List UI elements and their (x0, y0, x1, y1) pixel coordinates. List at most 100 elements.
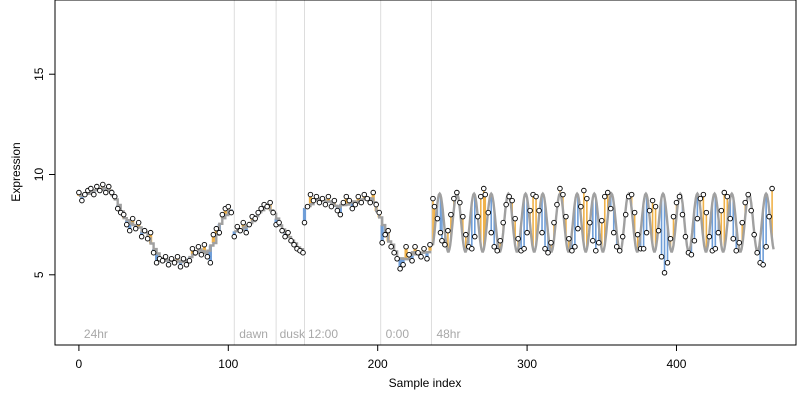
data-point (703, 209, 710, 216)
residual-bar (759, 239, 761, 263)
data-point (524, 229, 530, 236)
residual-bar (154, 253, 159, 263)
residual-bar (586, 198, 588, 250)
data-point (430, 195, 436, 202)
residual-bar (544, 202, 546, 249)
data-point (147, 229, 154, 236)
data-point (135, 219, 142, 226)
y-tick-label: 15 (32, 67, 46, 81)
data-point (100, 181, 106, 188)
data-point (213, 225, 220, 232)
residual-bar (726, 196, 729, 225)
data-point (171, 260, 178, 266)
data-point (412, 243, 418, 250)
data-point (760, 262, 766, 268)
residual-bar (720, 210, 723, 246)
data-point (228, 209, 235, 216)
segment-label: 48hr (436, 327, 460, 341)
residual-bar (660, 197, 663, 257)
data-point (434, 215, 441, 222)
y-tick-label: 10 (32, 168, 46, 182)
data-point (231, 233, 238, 240)
residual-bar (344, 196, 348, 205)
data-point (382, 231, 388, 238)
data-point (138, 233, 145, 240)
data-point (679, 211, 686, 218)
data-point (616, 247, 623, 254)
data-point (481, 185, 487, 192)
residual-bar (244, 225, 248, 233)
data-point (439, 237, 445, 244)
residual-bar (474, 194, 476, 237)
data-point (634, 231, 641, 238)
data-point (718, 207, 725, 214)
data-point (189, 245, 196, 252)
data-point (503, 201, 509, 208)
residual-bar (439, 194, 442, 233)
residual-bar (577, 194, 579, 229)
data-point (631, 209, 638, 216)
residual-bar (735, 224, 738, 251)
data-point (536, 207, 542, 214)
data-point (509, 197, 515, 204)
data-point (587, 219, 593, 226)
data-point (397, 266, 403, 272)
data-point (114, 205, 121, 212)
data-point (605, 189, 611, 196)
residual-bar (514, 218, 516, 246)
residual-bar (128, 223, 132, 231)
data-point (512, 215, 518, 222)
data-point (485, 209, 491, 216)
data-point (628, 191, 635, 198)
data-point (346, 197, 353, 204)
data-point (400, 262, 406, 268)
data-point (460, 213, 466, 220)
residual-bar (465, 234, 467, 252)
data-point (596, 239, 602, 246)
data-point (313, 193, 320, 200)
data-point (748, 207, 754, 214)
residual-bar (568, 238, 570, 252)
data-point (204, 253, 211, 260)
data-point (198, 251, 205, 258)
residual-bar (211, 234, 215, 244)
data-point (646, 207, 653, 214)
data-point (162, 253, 169, 260)
data-point (670, 213, 677, 220)
residual-bar (666, 224, 669, 263)
data-point (103, 189, 109, 196)
residual-bar (636, 234, 639, 252)
residual-bar (702, 194, 705, 240)
data-point (454, 189, 460, 196)
residual-bar (541, 194, 543, 233)
data-point (557, 185, 563, 192)
data-point (533, 193, 539, 200)
data-point (322, 201, 329, 208)
data-point (144, 235, 151, 242)
residual-bar (479, 196, 482, 246)
data-point (463, 231, 469, 238)
residual-bar (214, 228, 218, 235)
data-point (515, 235, 521, 242)
residual-bar (482, 188, 485, 250)
data-point (240, 219, 246, 226)
data-point (364, 195, 370, 202)
data-point (742, 199, 748, 206)
residual-bar (532, 194, 534, 250)
residual-bar (202, 244, 206, 254)
x-tick-label: 300 (517, 357, 537, 371)
residual-bar (600, 220, 603, 250)
residual-bar (663, 197, 666, 273)
residual-bar (603, 196, 606, 246)
residual-bar (404, 246, 408, 260)
residual-bar (338, 204, 342, 215)
data-point (667, 235, 674, 242)
data-point (82, 191, 88, 198)
residual-bar (633, 212, 636, 240)
residual-bar (723, 192, 726, 250)
data-point (97, 187, 103, 194)
data-point (688, 251, 695, 258)
data-point (551, 219, 557, 226)
data-point (352, 201, 359, 208)
data-point (506, 193, 512, 200)
